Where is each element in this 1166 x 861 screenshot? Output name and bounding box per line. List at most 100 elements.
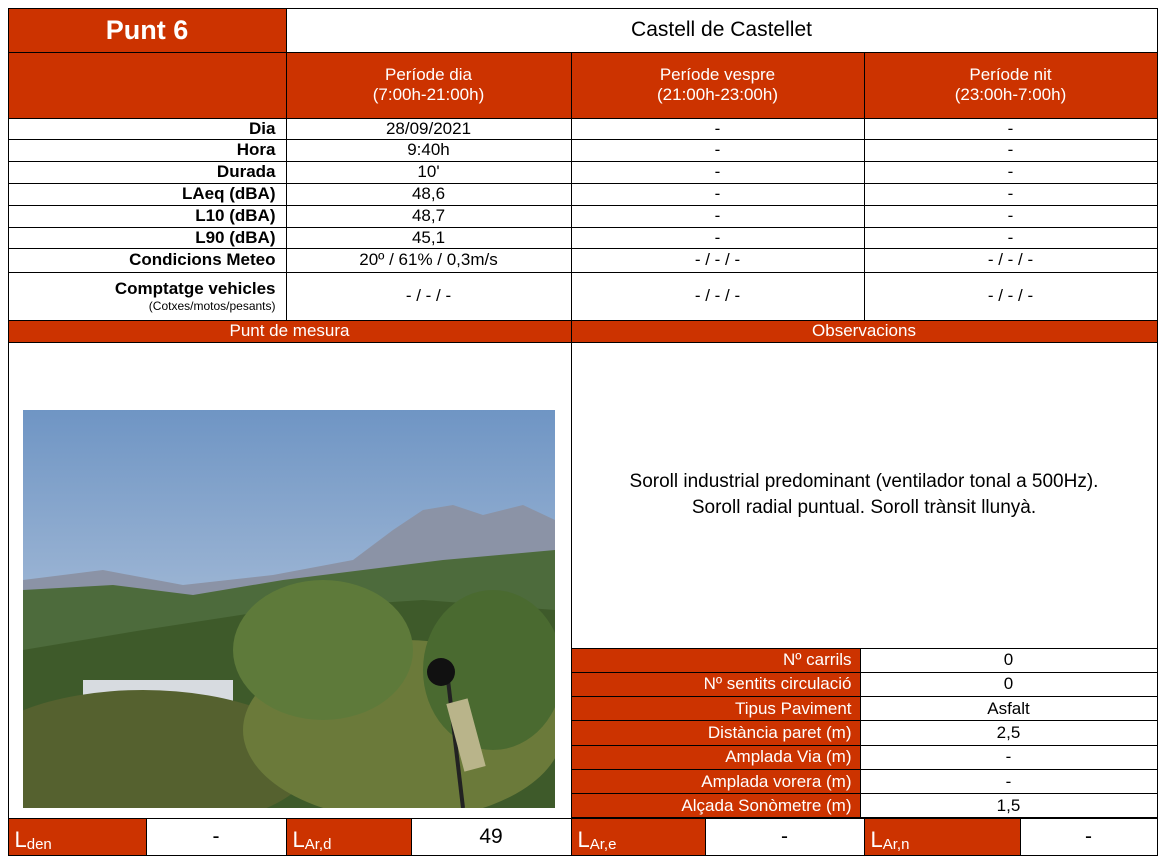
param-value: Asfalt xyxy=(859,696,1158,722)
param-label: Nº carrils xyxy=(570,647,861,673)
index-symbol: L xyxy=(577,826,590,852)
param-label: Tipus Paviment xyxy=(570,696,861,722)
row-label-text: Condicions Meteo xyxy=(129,250,276,269)
value-text: - xyxy=(1007,118,1014,138)
row-label: Durada xyxy=(7,160,287,184)
value-text: - xyxy=(1007,162,1014,181)
param-label: Distància paret (m) xyxy=(570,720,861,746)
param-value-text: 1,5 xyxy=(996,795,1021,815)
row-value: 10' xyxy=(285,160,572,184)
period-cell: Període nit (23:00h-7:00h) xyxy=(863,51,1158,119)
value-text: - xyxy=(1007,184,1014,203)
param-value: 0 xyxy=(859,671,1158,698)
index-subscript: Ar,d xyxy=(304,835,332,853)
row-value: - / - / - xyxy=(863,247,1158,273)
value-text: - xyxy=(1007,140,1014,159)
index-symbol: L xyxy=(870,826,883,852)
value-text: 10' xyxy=(417,162,440,181)
row-value: - / - / - xyxy=(863,271,1158,321)
title: Punt 6 xyxy=(105,14,189,45)
param-label-text: Amplada Via (m) xyxy=(725,747,852,767)
value-text: - xyxy=(1007,227,1014,247)
value-text: 9:40h xyxy=(407,140,450,159)
period-name: Període nit xyxy=(969,65,1052,84)
value-text: 48,6 xyxy=(411,184,446,203)
row-label-text: LAeq (dBA) xyxy=(182,184,276,203)
row-label-text: Durada xyxy=(216,162,276,181)
row-label: LAeq (dBA) xyxy=(7,182,287,206)
index-label: L Ar,n xyxy=(863,817,1021,856)
param-label-text: Amplada vorera (m) xyxy=(701,771,852,791)
index-subscript: den xyxy=(26,835,52,853)
param-label-text: Nº sentits circulació xyxy=(703,674,852,694)
row-value: - xyxy=(863,204,1158,228)
index-value: - xyxy=(1019,817,1158,856)
row-value: - xyxy=(863,117,1158,140)
param-value-text: 2,5 xyxy=(996,722,1021,742)
row-value: 9:40h xyxy=(285,138,572,162)
row-label-text: L90 (dBA) xyxy=(195,227,276,247)
param-label-text: Nº carrils xyxy=(782,650,852,670)
index-symbol: L xyxy=(14,826,27,852)
observations-text: Soroll industrial predominant (ventilado… xyxy=(629,471,1099,518)
value-text: - xyxy=(714,184,721,203)
param-label: Alçada Sonòmetre (m) xyxy=(570,793,861,819)
period-hours: (7:00h-21:00h) xyxy=(372,85,485,104)
row-label-text: L10 (dBA) xyxy=(195,206,276,225)
value-text: 45,1 xyxy=(411,227,446,247)
row-value: - xyxy=(570,226,865,249)
param-value-text: 0 xyxy=(1003,650,1014,670)
row-label: Hora xyxy=(7,138,287,162)
index-value-text: 49 xyxy=(479,824,503,848)
row-value: 28/09/2021 xyxy=(285,117,572,140)
location: Castell de Castellet xyxy=(631,18,812,41)
index-label: L Ar,e xyxy=(570,817,706,856)
row-value: - / - / - xyxy=(285,271,572,321)
period-cell: Període dia (7:00h-21:00h) xyxy=(285,51,572,119)
section-title: Punt de mesura xyxy=(229,321,350,340)
value-text: - xyxy=(714,206,721,225)
value-text: - / - / - xyxy=(987,250,1034,269)
param-value-text: - xyxy=(1005,771,1012,791)
row-label-text: Comptatge vehicles xyxy=(114,279,276,298)
section-header: Observacions xyxy=(570,319,1158,343)
blank-cell xyxy=(7,51,287,119)
period-cell: Període vespre (21:00h-23:00h) xyxy=(570,51,865,119)
row-label: Condicions Meteo xyxy=(7,247,287,273)
section-header: Punt de mesura xyxy=(7,319,572,343)
index-subscript: Ar,e xyxy=(589,835,617,853)
row-label-text: Dia xyxy=(249,118,276,138)
param-label: Amplada vorera (m) xyxy=(570,768,861,795)
section-title: Observacions xyxy=(812,321,916,340)
row-value: - xyxy=(863,160,1158,184)
row-sublabel: (Cotxes/motos/pesants) xyxy=(148,299,276,313)
photo xyxy=(23,410,555,808)
index-value-text: - xyxy=(781,824,788,848)
row-label: L90 (dBA) xyxy=(7,226,287,249)
row-value: - xyxy=(863,182,1158,206)
value-text: - / - / - xyxy=(405,286,452,305)
index-value: 49 xyxy=(410,817,572,856)
param-value: 1,5 xyxy=(859,793,1158,819)
value-text: - xyxy=(714,140,721,159)
param-value: 0 xyxy=(859,647,1158,673)
row-label: Dia xyxy=(7,117,287,140)
value-text: - / - / - xyxy=(987,286,1034,305)
index-subscript: Ar,n xyxy=(882,835,910,853)
period-hours: (21:00h-23:00h) xyxy=(657,85,778,104)
value-text: 20º / 61% / 0,3m/s xyxy=(359,250,498,269)
row-value: - xyxy=(570,117,865,140)
row-value: 48,7 xyxy=(285,204,572,228)
value-text: 28/09/2021 xyxy=(385,118,472,138)
row-value: - xyxy=(863,138,1158,162)
param-value-text: 0 xyxy=(1003,674,1014,694)
value-text: - / - / - xyxy=(694,250,741,269)
index-value: - xyxy=(145,817,287,856)
param-value: - xyxy=(859,768,1158,795)
param-label-text: Distància paret (m) xyxy=(707,722,852,742)
row-value: 48,6 xyxy=(285,182,572,206)
row-value: 45,1 xyxy=(285,226,572,249)
row-label: L10 (dBA) xyxy=(7,204,287,228)
